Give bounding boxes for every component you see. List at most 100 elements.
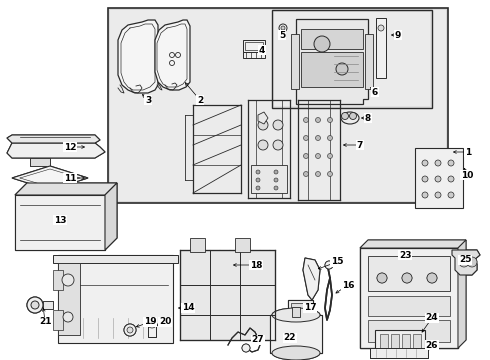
Polygon shape [7,135,100,143]
Ellipse shape [325,261,333,269]
Bar [301,52,363,87]
Ellipse shape [273,140,283,150]
Text: 2: 2 [197,95,203,104]
Ellipse shape [303,117,309,122]
Ellipse shape [242,344,250,352]
Text: 27: 27 [252,336,264,345]
Text: 19: 19 [144,318,156,327]
Bar [180,250,275,340]
Polygon shape [458,240,466,348]
Ellipse shape [422,192,428,198]
Ellipse shape [27,297,43,313]
Text: 4: 4 [259,45,265,54]
Ellipse shape [256,170,260,174]
Bar [53,255,178,263]
Bar [288,300,313,328]
Bar [292,307,300,317]
Ellipse shape [242,344,250,352]
Bar [110,10,446,201]
Bar [365,34,373,89]
Ellipse shape [62,274,74,286]
Bar [58,255,173,343]
Ellipse shape [274,186,278,190]
Bar [360,248,458,348]
Text: 22: 22 [284,333,296,342]
Ellipse shape [448,176,454,182]
Text: 12: 12 [64,143,76,152]
Bar [291,303,310,325]
Text: 10: 10 [461,171,473,180]
Ellipse shape [281,26,285,30]
Polygon shape [452,250,480,275]
Bar [274,12,430,106]
Polygon shape [105,183,117,250]
Polygon shape [7,143,105,158]
Bar [251,165,287,193]
Ellipse shape [31,301,39,309]
Bar [243,40,265,52]
Text: 5: 5 [279,31,285,40]
Text: 8: 8 [365,113,371,122]
Polygon shape [303,258,320,300]
Bar [108,8,448,203]
Bar [43,301,53,309]
Bar [270,315,322,353]
Ellipse shape [422,160,428,166]
Bar [368,256,450,291]
Polygon shape [296,19,368,104]
Text: 9: 9 [395,31,401,40]
Bar [148,325,156,337]
Ellipse shape [127,327,133,333]
Ellipse shape [303,153,309,158]
Bar [368,320,450,342]
Bar [291,303,310,325]
Ellipse shape [422,176,428,182]
Bar [288,300,313,328]
Text: 20: 20 [159,318,171,327]
Text: 17: 17 [304,303,317,312]
Ellipse shape [272,346,320,360]
Polygon shape [12,166,88,190]
Bar [375,330,425,352]
Ellipse shape [459,257,469,267]
Bar [243,52,265,58]
Bar [368,256,450,291]
Ellipse shape [124,324,136,336]
Ellipse shape [349,112,357,120]
Text: 3: 3 [145,95,151,104]
Bar [270,315,322,353]
Ellipse shape [435,160,441,166]
Ellipse shape [63,312,73,322]
Bar [53,270,63,290]
Text: 24: 24 [426,314,439,323]
Text: 6: 6 [372,87,378,96]
Bar [292,307,300,317]
Ellipse shape [272,308,320,322]
Polygon shape [7,143,105,158]
Bar [370,348,428,358]
Polygon shape [155,20,190,90]
Ellipse shape [435,176,441,182]
Ellipse shape [467,257,477,267]
Bar [245,42,263,50]
Bar [291,34,299,89]
Ellipse shape [336,63,348,75]
Bar [53,310,63,330]
Text: 21: 21 [39,318,51,327]
Polygon shape [15,183,117,195]
Text: 7: 7 [357,140,363,149]
Ellipse shape [314,36,330,52]
Bar [413,334,421,348]
Bar [380,334,388,348]
Ellipse shape [148,322,156,328]
Bar [368,320,450,342]
Polygon shape [360,240,466,248]
Ellipse shape [124,324,136,336]
Text: 14: 14 [182,303,195,312]
Polygon shape [105,183,117,250]
Bar [15,195,105,250]
Ellipse shape [303,135,309,140]
Bar [415,148,463,208]
Ellipse shape [148,322,156,328]
Polygon shape [118,20,158,93]
